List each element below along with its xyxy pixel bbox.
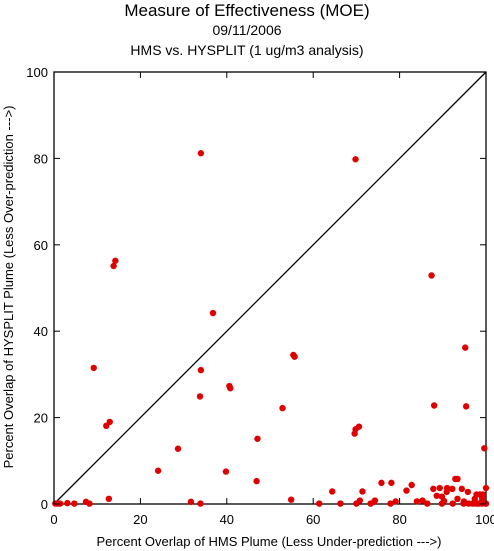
data-point (56, 500, 64, 507)
y-tick-label: 80 (34, 151, 48, 166)
data-point (352, 156, 359, 163)
y-tick-label: 100 (26, 65, 48, 80)
data-point (481, 445, 488, 452)
data-point (403, 487, 410, 494)
chart-date: 09/11/2006 (212, 22, 282, 38)
chart-title: Measure of Effectiveness (MOE) (124, 1, 370, 20)
data-point (351, 430, 358, 437)
ticks-layer: 0 20 40 60 80 100 0 20 40 60 80 100 (26, 65, 494, 527)
data-point (329, 488, 336, 495)
data-point (197, 366, 205, 374)
data-point (187, 498, 195, 506)
data-point (103, 422, 110, 430)
data-point (254, 435, 261, 442)
data-point (105, 495, 113, 503)
data-point (388, 479, 395, 487)
data-point (71, 500, 78, 507)
one-to-one-line (53, 71, 487, 505)
data-point (428, 272, 435, 279)
plot-frame (53, 71, 487, 505)
data-point (436, 484, 443, 492)
data-point (291, 353, 298, 360)
y-axis-title: Percent Overlap of HYSPLIT Plume (Less O… (1, 106, 16, 469)
data-point (154, 467, 162, 474)
chart-subtitle: HMS vs. HYSPLIT (1 ug/m3 analysis) (130, 42, 364, 58)
data-point (419, 497, 426, 504)
data-point (222, 468, 230, 475)
data-point (392, 498, 399, 505)
data-point (359, 488, 366, 495)
x-tick-label: 40 (220, 512, 234, 527)
data-point (443, 488, 450, 496)
data-point (433, 492, 440, 499)
data-point (462, 344, 469, 351)
data-point (454, 495, 461, 503)
data-point (196, 393, 204, 400)
data-point (112, 257, 119, 264)
y-tick-label: 20 (34, 411, 48, 426)
data-point (174, 445, 182, 452)
x-tick-label: 0 (50, 512, 57, 527)
y-tick-label: 40 (34, 324, 48, 339)
data-point (337, 500, 344, 507)
data-point (454, 475, 461, 483)
data-point (197, 150, 205, 157)
data-point (482, 484, 490, 492)
data-point (458, 485, 466, 493)
data-point (287, 496, 295, 503)
plot-area (53, 71, 487, 505)
x-axis-title: Percent Overlap of HMS Plume (Less Under… (97, 534, 442, 549)
data-point (413, 498, 421, 505)
x-tick-label: 80 (392, 512, 406, 527)
y-tick-label: 60 (34, 238, 48, 253)
data-point (209, 309, 217, 317)
data-point (438, 500, 446, 507)
data-point (462, 403, 470, 410)
data-point (408, 481, 415, 489)
data-point (430, 402, 438, 409)
data-point (353, 500, 360, 507)
data-point (387, 500, 394, 507)
y-tick-label: 0 (41, 497, 48, 512)
data-point (378, 479, 385, 487)
data-point (464, 488, 472, 496)
points-layer (52, 150, 490, 507)
data-point (430, 485, 437, 493)
data-point (64, 499, 71, 507)
data-point (424, 500, 431, 507)
data-point (197, 500, 204, 507)
data-point (316, 500, 323, 507)
data-point (367, 500, 374, 507)
x-tick-label: 20 (133, 512, 147, 527)
data-point (253, 477, 260, 485)
data-point (90, 364, 97, 372)
data-point (227, 385, 234, 392)
data-point (449, 485, 456, 493)
data-point (110, 262, 117, 270)
x-tick-label: 60 (306, 512, 320, 527)
data-point (449, 500, 456, 507)
data-point (86, 500, 93, 507)
data-point (460, 500, 467, 507)
x-tick-label: 100 (475, 512, 494, 527)
data-point (279, 404, 286, 412)
